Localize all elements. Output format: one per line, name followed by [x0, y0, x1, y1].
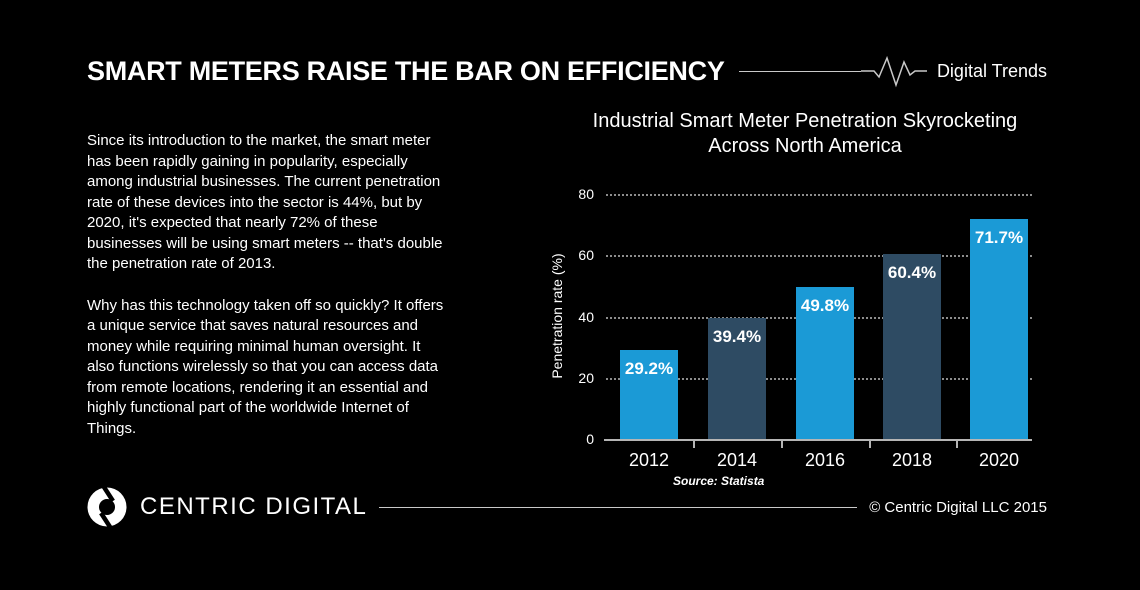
xtick-label-2014: 2014: [716, 450, 758, 470]
intro-paragraph-1: Since its introduction to the market, th…: [87, 132, 443, 272]
xtick-label-2016: 2016: [804, 450, 846, 470]
ytick-label-80: 80: [578, 186, 594, 202]
intro-paragraph-2: Why has this technology taken off so qui…: [87, 296, 444, 437]
page-title: SMART METERS RAISE THE BAR ON EFFICIENCY: [87, 55, 725, 86]
gridline-80: [606, 194, 1032, 196]
chart-title-line-2: Across North America: [708, 135, 902, 157]
heartbeat-pulse-icon: [860, 55, 927, 88]
chart-title-line-1: Industrial Smart Meter Penetration Skyro…: [592, 110, 1018, 132]
bar-2016: 49.8%: [796, 286, 854, 439]
xtick-mark-4: [955, 441, 958, 448]
logo-text: CENTRIC DIGITAL: [140, 493, 368, 520]
bar-value-label-2016: 49.8%: [800, 295, 850, 315]
ytick-label-40: 40: [578, 308, 594, 325]
bar-2014: 39.4%: [708, 318, 766, 439]
bar-value-label-2020: 71.7%: [974, 228, 1024, 248]
xtick-mark-2: [781, 441, 783, 448]
bar-value-label-2012: 29.2%: [624, 358, 674, 378]
xtick-label-2020: 2020: [978, 450, 1020, 470]
ytick-label-0: 0: [586, 431, 594, 447]
footer-divider-line: [379, 506, 858, 508]
bar-2012: 29.2%: [620, 349, 678, 439]
xtick-mark-3: [868, 441, 871, 448]
xtick-label-2018: 2018: [891, 450, 933, 470]
chart-title: Industrial Smart Meter Penetration Skyro…: [520, 109, 1090, 159]
chart-source: Source: Statista: [673, 474, 765, 488]
header-divider-line: [738, 70, 861, 72]
ytick-label-20: 20: [578, 369, 594, 386]
header: SMART METERS RAISE THE BAR ON EFFICIENCY…: [87, 50, 1047, 92]
brand-label: Digital Trends: [936, 60, 1047, 81]
gridline-60: [606, 255, 1032, 258]
bar-2018: 60.4%: [883, 254, 941, 439]
xtick-mark-1: [693, 441, 695, 448]
intro-text-block: Since its introduction to the market, th…: [87, 131, 451, 460]
footer: CENTRIC DIGITAL © Centric Digital LLC 20…: [87, 487, 1047, 527]
bar-value-label-2014: 39.4%: [712, 327, 762, 347]
ytick-label-60: 60: [578, 247, 594, 264]
xtick-label-2012: 2012: [628, 450, 670, 470]
bar-value-label-2018: 60.4%: [887, 263, 937, 283]
copyright-text: © Centric Digital LLC 2015: [869, 498, 1047, 516]
bar-2020: 71.7%: [970, 219, 1028, 439]
centric-digital-logo-icon: [87, 487, 127, 527]
plot-area: 0 20 40 60 80 29.2% 2012 39.4% 2014 49.8% 2016 60.4…: [578, 186, 1032, 470]
